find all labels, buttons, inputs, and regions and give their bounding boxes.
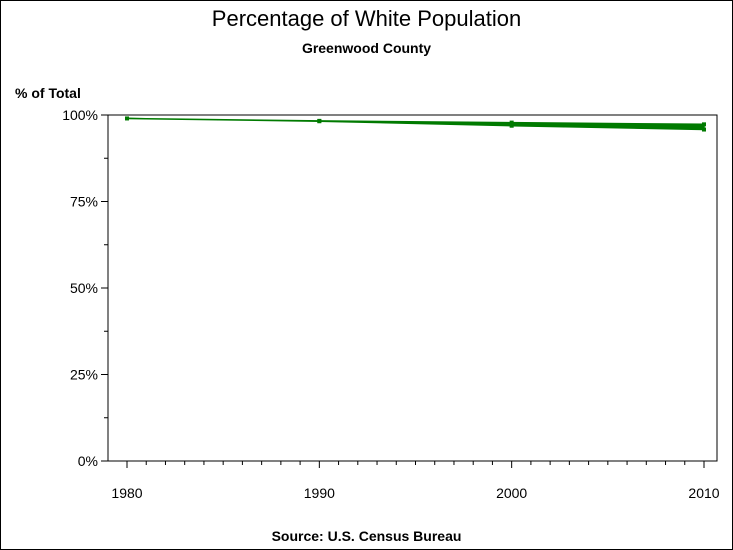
y-tick-label: 50% (70, 280, 98, 296)
data-point (317, 119, 322, 124)
x-tick-label: 1990 (304, 485, 335, 501)
plot-area (107, 114, 718, 462)
data-point (509, 123, 514, 128)
data-point (509, 120, 514, 125)
y-tick-label: 100% (62, 107, 98, 123)
chart-title: Percentage of White Population (211, 6, 522, 31)
y-tick-label: 75% (70, 194, 98, 210)
chart-subtitle: Greenwood County (301, 40, 432, 56)
series-band (126, 117, 705, 131)
data-point (702, 122, 706, 127)
x-tick-label: 1980 (111, 485, 142, 501)
x-ticks: 1980 1990 2000 2010 (111, 461, 720, 501)
x-tick-label: 2010 (688, 485, 719, 501)
y-tick-label: 0% (78, 453, 98, 469)
data-point (125, 116, 129, 121)
y-axis-label: % of Total (15, 85, 81, 101)
series-group (125, 116, 706, 132)
data-point (702, 127, 706, 132)
x-tick-label: 2000 (496, 485, 527, 501)
source-note: Source: U.S. Census Bureau (271, 528, 462, 544)
y-ticks: 0% 25% 50% 75% 100% (62, 107, 108, 469)
y-tick-label: 25% (70, 367, 98, 383)
